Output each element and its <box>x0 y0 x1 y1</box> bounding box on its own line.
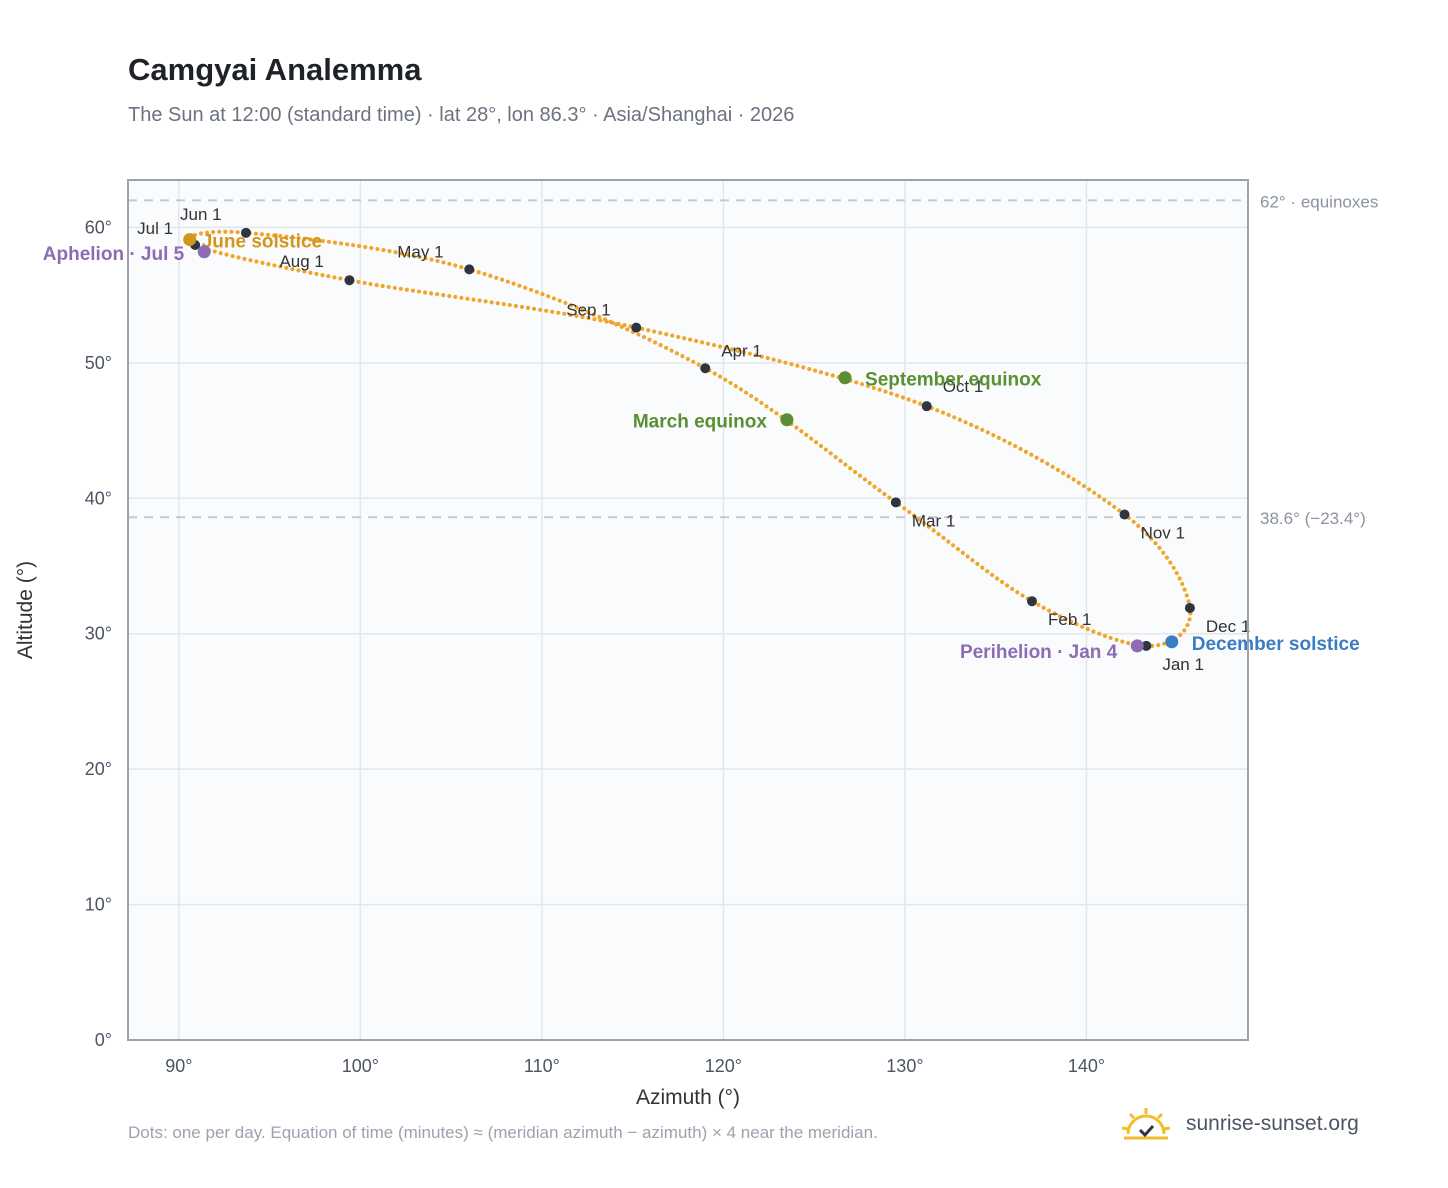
y-tick-label: 0° <box>95 1030 112 1050</box>
chart-footnote: Dots: one per day. Equation of time (min… <box>128 1123 878 1142</box>
event-label: Aphelion · Jul 5 <box>43 244 185 265</box>
x-tick-label: 110° <box>524 1056 560 1076</box>
x-tick-label: 90° <box>165 1056 192 1076</box>
event-label: December solstice <box>1192 634 1360 655</box>
month-label: Oct 1 <box>943 377 984 396</box>
month-marker <box>700 363 711 374</box>
y-tick-label: 60° <box>85 217 112 237</box>
event-marker <box>780 413 794 427</box>
month-marker <box>1184 602 1195 613</box>
x-axis-label: Azimuth (°) <box>636 1086 740 1109</box>
month-marker <box>240 227 251 238</box>
chart-subtitle: The Sun at 12:00 (standard time) · lat 2… <box>128 104 795 126</box>
brand[interactable]: sunrise-sunset.org <box>1120 1100 1359 1148</box>
sun-logo-icon <box>1121 1108 1171 1140</box>
month-label: Jul 1 <box>137 219 173 238</box>
event-marker <box>1165 635 1179 649</box>
axis-ticks: 90° 100° 110° 120° 130° 140° 0° 10° 20° 30° 40° 50°… <box>85 217 1105 1076</box>
plot-area <box>128 180 1248 1040</box>
month-marker <box>464 264 475 275</box>
y-tick-label: 20° <box>85 759 112 779</box>
month-label: Aug 1 <box>279 252 323 271</box>
y-tick-label: 40° <box>85 488 112 508</box>
month-marker <box>344 275 355 286</box>
y-axis-label: Altitude (°) <box>14 561 37 659</box>
event-marker <box>1130 639 1144 653</box>
brand-name: sunrise-sunset.org <box>1186 1112 1359 1135</box>
event-marker <box>183 233 197 247</box>
reference-lines: 62° · equinoxes 38.6° (−23.4°) <box>128 192 1378 528</box>
event-label: March equinox <box>633 412 768 433</box>
event-markers: March equinox June solstice September equi… <box>43 232 1360 663</box>
event-label: Perihelion · Jan 4 <box>960 642 1118 663</box>
month-marker <box>921 401 932 412</box>
month-markers: Jan 1 Feb 1 Mar 1 Apr 1 May 1 Jun 1 Jul 1 Aug 1… <box>137 205 1250 674</box>
x-tick-label: 100° <box>342 1056 379 1076</box>
month-label: May 1 <box>397 242 443 261</box>
event-label: June solstice <box>202 232 322 253</box>
month-label: Mar 1 <box>912 511 955 530</box>
month-label: Nov 1 <box>1141 524 1185 543</box>
y-tick-label: 30° <box>85 624 112 644</box>
x-tick-label: 140° <box>1068 1056 1105 1076</box>
x-tick-label: 120° <box>705 1056 742 1076</box>
y-tick-label: 10° <box>85 895 112 915</box>
reference-line-label: 62° · equinoxes <box>1260 192 1378 211</box>
x-tick-label: 130° <box>886 1056 923 1076</box>
event-label: September equinox <box>865 370 1042 391</box>
month-marker <box>890 497 901 508</box>
month-marker <box>631 322 642 333</box>
month-label: Jun 1 <box>180 205 222 224</box>
month-marker <box>1141 640 1152 651</box>
month-marker <box>1026 596 1037 607</box>
plot-border <box>127 179 1249 1041</box>
month-label: Dec 1 <box>1206 617 1250 636</box>
month-label: Feb 1 <box>1048 610 1091 629</box>
reference-line-label: 38.6° (−23.4°) <box>1260 509 1366 528</box>
month-marker <box>1119 509 1130 520</box>
event-marker <box>838 371 852 385</box>
y-tick-label: 50° <box>85 353 112 373</box>
month-label: Sep 1 <box>566 301 610 320</box>
analemma-path <box>187 229 1193 648</box>
analemma-curve <box>187 229 1193 648</box>
event-marker <box>197 245 211 259</box>
chart-title: Camgyai Analemma <box>128 52 422 87</box>
month-label: Apr 1 <box>721 341 762 360</box>
month-label: Jan 1 <box>1162 655 1204 674</box>
plot-background <box>128 180 1248 1040</box>
